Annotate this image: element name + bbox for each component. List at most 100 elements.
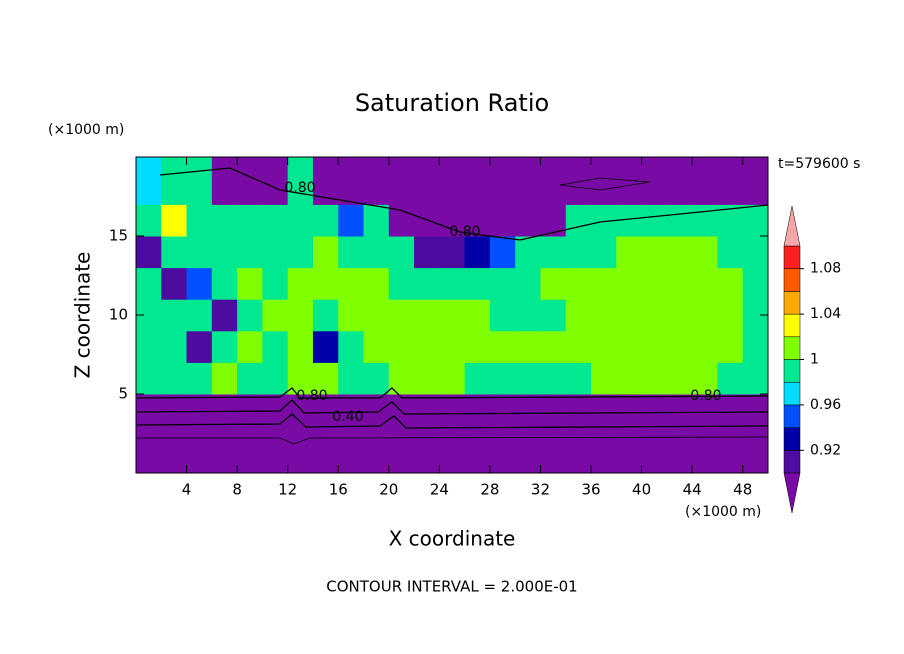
field-cell	[666, 330, 693, 363]
field-cell	[641, 157, 668, 205]
field-cell	[161, 441, 188, 474]
field-cell	[717, 362, 744, 395]
field-cell	[287, 299, 314, 332]
field-cell	[540, 362, 567, 395]
field-cell	[540, 409, 567, 442]
field-cell	[666, 267, 693, 300]
field-cell	[136, 394, 162, 411]
field-cell	[211, 394, 238, 411]
colorbar-band	[783, 359, 801, 383]
field-cell	[211, 204, 238, 237]
field-cell	[161, 362, 188, 395]
field-cell	[742, 362, 769, 395]
field-cell	[363, 267, 390, 300]
field-cell	[161, 394, 188, 411]
field-cell	[363, 394, 390, 411]
colorbar-tick-label: 1.04	[810, 306, 841, 322]
field-cell	[616, 362, 643, 395]
field-cell	[287, 236, 314, 269]
field-cell	[338, 330, 365, 363]
field-cell	[641, 409, 668, 442]
field-cell	[388, 267, 415, 300]
x-tick-label: 16	[329, 481, 348, 499]
field-cell	[666, 204, 693, 237]
field-cell	[161, 157, 188, 205]
field-cell	[388, 236, 415, 269]
field-cell	[565, 409, 592, 442]
colorbar-band	[783, 450, 801, 474]
field-cell	[641, 330, 668, 363]
field-cell	[363, 330, 390, 363]
x-axis-label: X coordinate	[389, 527, 516, 551]
field-cell	[666, 236, 693, 269]
field-cell	[717, 299, 744, 332]
field-cell	[641, 299, 668, 332]
field-cell	[363, 204, 390, 237]
field-cell	[237, 330, 263, 363]
x-tick-label: 12	[278, 481, 297, 499]
field-cell	[692, 362, 718, 395]
field-cell	[237, 362, 263, 395]
field-cell	[540, 441, 567, 474]
field-cell	[312, 157, 339, 205]
field-cell	[717, 330, 744, 363]
field-cell	[439, 299, 466, 332]
field-cell	[338, 362, 365, 395]
field-cell	[540, 236, 567, 269]
field-cell	[515, 362, 541, 395]
field-cell	[489, 157, 516, 205]
field-cell	[666, 299, 693, 332]
field-cell	[414, 157, 440, 205]
contour-labels: 0.80 0.80 0.80 0.80 0.40	[284, 180, 721, 425]
field-cell	[186, 236, 213, 269]
field-cell	[262, 441, 289, 474]
field-cell	[312, 267, 339, 300]
field-cell	[565, 362, 592, 395]
field-cell	[540, 330, 567, 363]
field-cell	[388, 299, 415, 332]
field-cell	[464, 299, 491, 332]
field-cell	[161, 409, 188, 442]
contour-label: 0.40	[332, 409, 363, 425]
field-cell	[641, 394, 668, 411]
field-cell	[262, 299, 289, 332]
field-cell	[136, 409, 162, 442]
field-cell	[616, 299, 643, 332]
contour-label: 0.80	[690, 388, 721, 404]
field-cell	[262, 362, 289, 395]
field-cell	[464, 441, 491, 474]
field-cell	[515, 330, 541, 363]
field-cell	[439, 267, 466, 300]
x-tick-label: 40	[632, 481, 651, 499]
field-cell	[414, 441, 440, 474]
field-cell	[439, 441, 466, 474]
field-cell	[540, 394, 567, 411]
field-cell	[237, 299, 263, 332]
field-cell	[489, 362, 516, 395]
field-cell	[439, 394, 466, 411]
field-cell	[515, 441, 541, 474]
field-cell	[136, 330, 162, 363]
y-tick-label: 5	[118, 385, 128, 403]
field-cell	[439, 409, 466, 442]
field-cell	[312, 204, 339, 237]
field-cell	[388, 330, 415, 363]
field-cell	[161, 299, 188, 332]
y-unit: (×1000 m)	[48, 122, 124, 138]
field-cell	[565, 204, 592, 237]
field-cell	[515, 204, 541, 237]
field-cell	[717, 394, 744, 411]
field-cell	[591, 267, 617, 300]
x-tick-label: 24	[430, 481, 449, 499]
field-cell	[262, 409, 289, 442]
field-cell	[717, 236, 744, 269]
contour-line	[559, 177, 651, 191]
x-unit: (×1000 m)	[685, 504, 761, 520]
contour-label: 0.80	[284, 180, 315, 196]
field-cell	[287, 267, 314, 300]
x-tick-label: 44	[683, 481, 702, 499]
field-cell	[641, 441, 668, 474]
field-cell	[591, 362, 617, 395]
field-cell	[742, 330, 769, 363]
